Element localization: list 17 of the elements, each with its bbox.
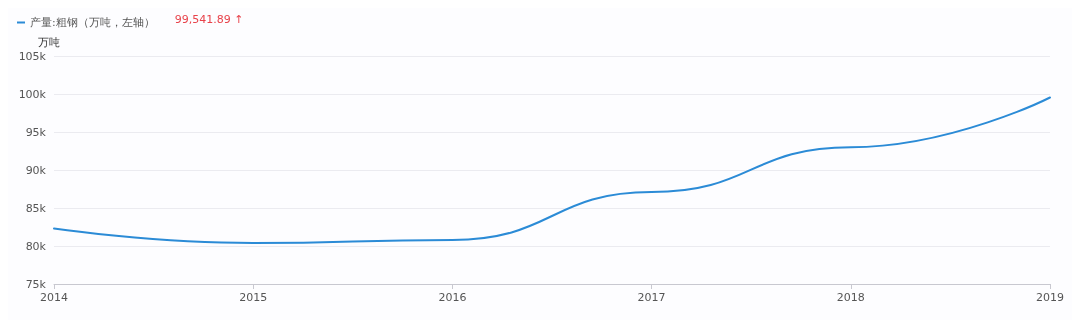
y-tick-label: 90k <box>25 163 47 177</box>
y-tick-label: 85k <box>25 201 47 215</box>
y-tick-label: 105k <box>18 49 47 63</box>
y-tick-label: 80k <box>25 239 47 253</box>
line-series <box>53 96 1051 244</box>
x-tick-label: 2017 <box>637 291 666 304</box>
text: 99,541.89 ↑ <box>174 13 244 26</box>
y-tick-label: 75k <box>25 277 47 291</box>
x-tick-label: 2018 <box>836 291 865 304</box>
y-tick-label: 95k <box>25 125 47 139</box>
x-tick-label: 2019 <box>1036 291 1064 304</box>
y-tick-label: 100k <box>18 87 47 101</box>
x-tick-label: 2015 <box>239 291 268 304</box>
legend-label: 产量:粗钢（万吨，左轴） <box>30 16 155 29</box>
y-axis-title: 万吨 <box>38 36 60 49</box>
x-tick-label: 2014 <box>40 291 68 304</box>
x-tick-label: 2016 <box>438 291 467 304</box>
